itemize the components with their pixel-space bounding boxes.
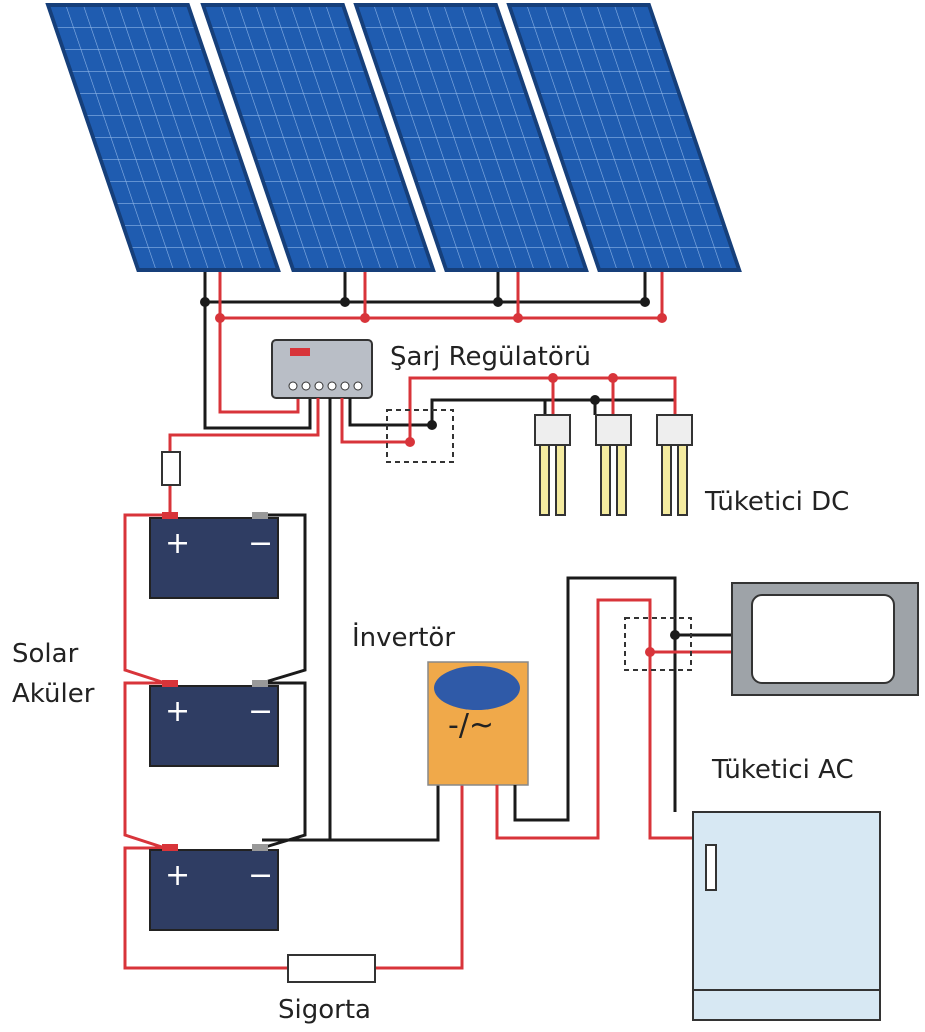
negative-terminal: −	[248, 694, 273, 729]
positive-terminal: +	[165, 858, 190, 893]
ac-wiring	[497, 578, 735, 838]
solar-system-diagram: Şarj Regülatörü Tüketici DC + − + − + − Sol…	[0, 0, 925, 1032]
tv	[732, 583, 918, 695]
inverter-label: İnvertör	[352, 621, 455, 653]
positive-terminal: +	[165, 526, 190, 561]
batteries: + − + − + −	[150, 512, 278, 930]
batteries-label-line2: Aküler	[12, 679, 95, 709]
refrigerator	[693, 812, 880, 1020]
positive-terminal: +	[165, 694, 190, 729]
negative-terminal: −	[248, 858, 273, 893]
solar-panels	[48, 5, 739, 270]
negative-terminal: −	[248, 526, 273, 561]
dc-consumer-label: Tüketici DC	[704, 487, 849, 517]
inverter-symbol: -/~	[448, 708, 494, 743]
charge-regulator-label: Şarj Regülatörü	[390, 342, 591, 372]
batteries-label-line1: Solar	[12, 639, 79, 669]
charge-regulator	[272, 340, 372, 398]
ac-consumer-label: Tüketici AC	[711, 755, 854, 785]
inverter: -/~	[428, 662, 528, 785]
dc-lamps	[535, 415, 692, 515]
fuse-label: Sigorta	[278, 995, 371, 1025]
